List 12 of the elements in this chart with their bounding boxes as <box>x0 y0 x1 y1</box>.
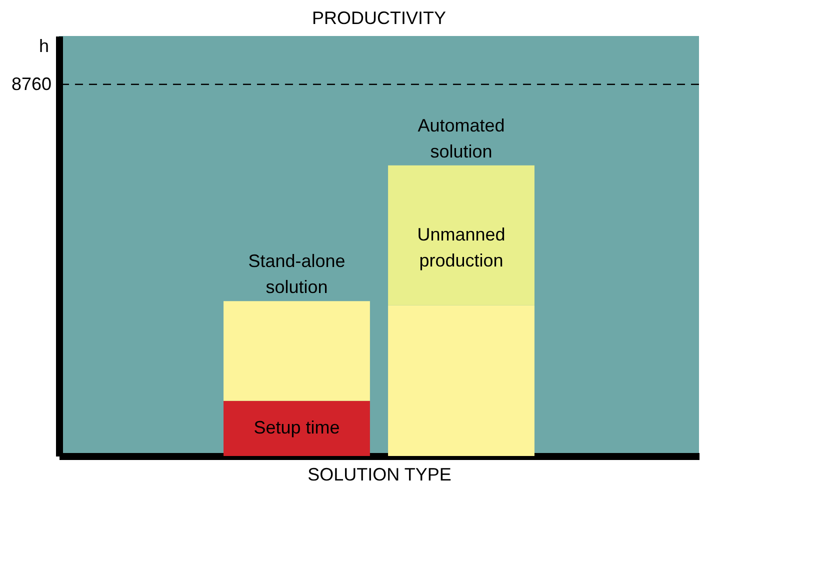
bar <box>388 165 534 306</box>
x-axis-title: SOLUTION TYPE <box>308 464 452 484</box>
chart-title: PRODUCTIVITY <box>312 8 446 28</box>
x-tick-label: Automated solution <box>418 115 505 162</box>
series-label: Unmanned production <box>417 224 506 270</box>
y-tick-label: 8760 <box>11 74 52 94</box>
bar <box>388 305 534 456</box>
text: h <box>38 36 49 56</box>
x-tick-label: Stand-alone solution <box>248 251 346 298</box>
bar <box>224 400 370 456</box>
series-label: Setup time <box>254 417 340 438</box>
bar <box>224 301 370 401</box>
